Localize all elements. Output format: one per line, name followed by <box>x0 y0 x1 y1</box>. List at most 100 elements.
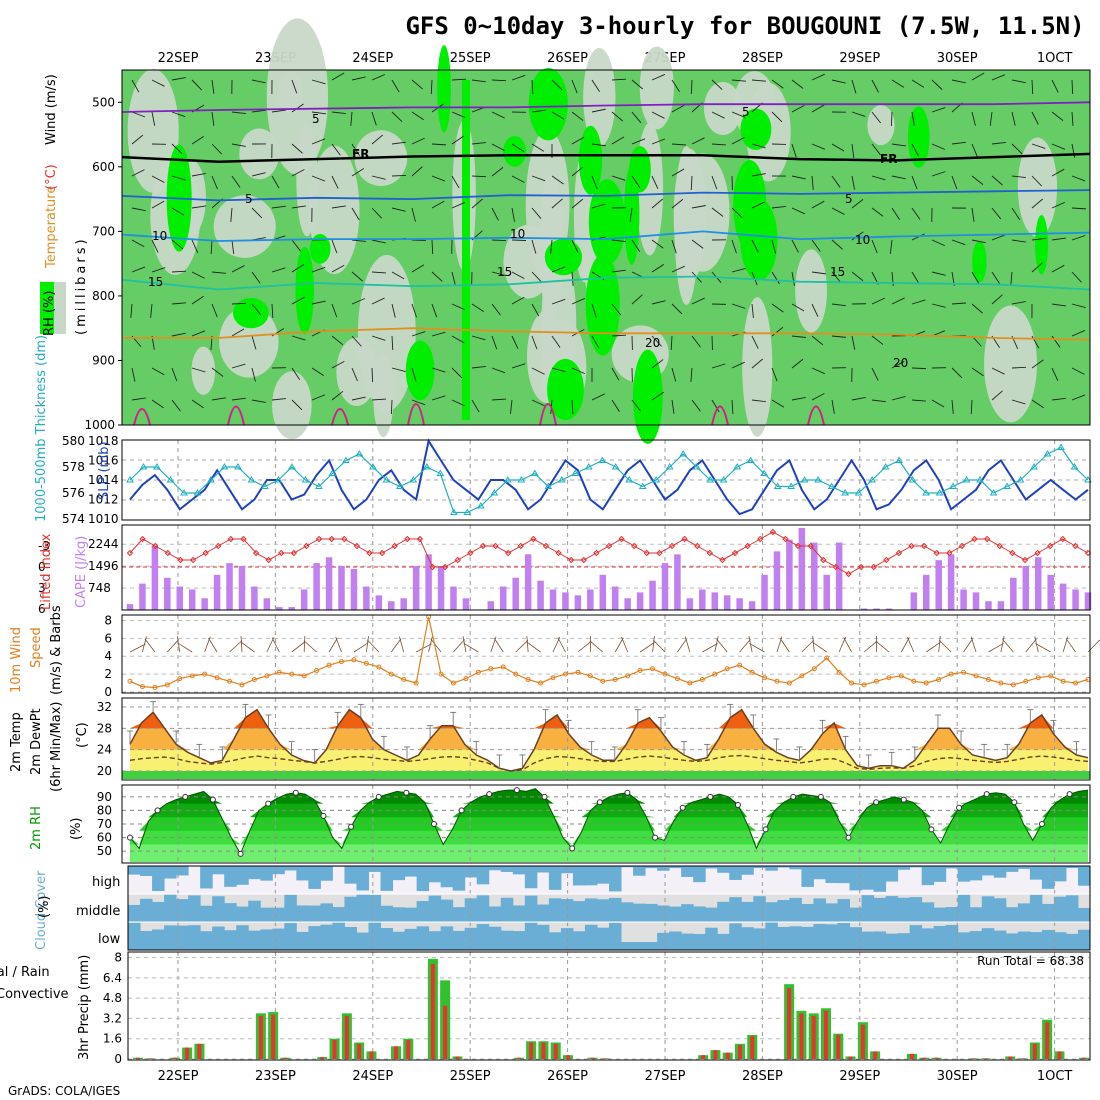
lifted-marker <box>832 563 840 571</box>
wind-barb <box>779 638 790 653</box>
wind-barb <box>351 239 366 242</box>
wind-barb <box>771 399 785 408</box>
date-label: 25SEP <box>450 51 491 66</box>
wind-barb <box>938 639 952 653</box>
lifted-marker <box>656 549 663 557</box>
wind-barb <box>229 640 243 653</box>
wind-barb <box>291 335 306 341</box>
cloud-cell-high <box>957 866 971 882</box>
precip-convective-bar <box>873 1051 878 1059</box>
thickness-marker <box>207 476 215 483</box>
wind-barb <box>875 640 890 653</box>
wind-barb <box>831 143 845 152</box>
precip-tick: 8 <box>114 951 122 965</box>
wind-barb <box>711 207 724 217</box>
wind-barb <box>171 367 178 382</box>
cloud-cell-middle <box>705 907 718 922</box>
thickness-marker <box>1003 482 1011 489</box>
wind-barb <box>671 303 683 315</box>
thickness-marker <box>503 476 512 483</box>
wind-barb <box>230 207 233 222</box>
dewpt-label: 2m DewPt <box>29 708 44 775</box>
wind-tick: 8 <box>104 613 112 627</box>
wind-barb <box>131 207 146 212</box>
thickness-marker <box>1016 476 1025 483</box>
wind-barb <box>1071 330 1086 337</box>
lifted-marker <box>996 542 1003 550</box>
rh-marker <box>292 789 299 796</box>
wind-barb <box>526 641 541 653</box>
lifted-marker <box>782 535 789 543</box>
cloud-cell-high <box>861 866 875 890</box>
rh-marker <box>845 834 852 841</box>
cloud-cell-low <box>645 942 658 950</box>
wind-barb <box>551 111 565 120</box>
wind-barb <box>1051 397 1066 401</box>
lifted-tick: 3 <box>38 581 46 595</box>
thickness-marker <box>1057 443 1065 450</box>
wind-barb <box>991 175 1003 186</box>
wind-marker <box>737 662 743 668</box>
wind-barb <box>131 239 145 248</box>
dry-patch <box>742 297 773 437</box>
cloud-cell-low <box>777 926 790 950</box>
wind-marker <box>326 662 332 668</box>
precip-convective-bar <box>258 1015 263 1059</box>
date-label: 1OCT <box>1037 51 1073 66</box>
wind-barb <box>571 198 584 209</box>
wind-barb <box>271 109 286 113</box>
wind-barb <box>991 74 1006 81</box>
top-date-axis: 22SEP23SEP24SEP25SEP26SEP27SEP28SEP29SEP… <box>158 51 1073 66</box>
cloud-cell-high <box>548 866 562 890</box>
wind-barb <box>551 79 563 91</box>
wind-barb <box>211 111 215 126</box>
wind-barb <box>311 300 326 305</box>
thickness-marker <box>935 489 944 496</box>
wind-marker <box>550 675 556 681</box>
rh-marker <box>375 793 382 800</box>
wind-barb <box>652 636 655 653</box>
cloud-cell-high <box>849 866 863 891</box>
wind-barb <box>911 271 920 285</box>
cloud-cell-high <box>1029 866 1043 880</box>
wind-barb <box>371 207 382 219</box>
cloud-cell-low <box>969 931 983 950</box>
rh-marker <box>486 791 493 798</box>
wind-barb <box>331 303 338 318</box>
wind-barb <box>351 143 361 156</box>
wind-barb <box>1071 367 1085 375</box>
thickness-marker <box>166 476 175 483</box>
wind-barb <box>951 367 963 379</box>
cloud-cell-low <box>524 922 538 950</box>
wind-barb <box>471 142 486 145</box>
wind-marker <box>961 669 967 675</box>
wind-barb <box>463 642 479 653</box>
cloud-cell-low <box>789 926 802 950</box>
wind-barb <box>151 367 165 376</box>
cape-bar <box>649 580 656 610</box>
isotherm-25-line <box>711 405 729 426</box>
wind-barb <box>176 636 181 653</box>
thickness-marker <box>234 463 242 470</box>
cape-bar <box>437 566 445 610</box>
cloud-cell-low <box>621 942 634 950</box>
lifted-marker <box>643 549 651 557</box>
cloud-cell-low <box>272 928 285 950</box>
wind-barb <box>231 302 247 305</box>
thickness-marker <box>746 456 755 463</box>
cloud-cell-high <box>524 866 538 889</box>
wind-barb <box>963 638 974 653</box>
cloud-cell-high <box>464 866 478 878</box>
wind-barb <box>551 298 566 305</box>
moist-patch <box>740 108 772 151</box>
millibars-label: (millibars) <box>74 236 89 335</box>
wind-barb <box>991 390 1003 401</box>
cloud-cell-high <box>981 866 995 876</box>
lifted-marker <box>567 556 575 564</box>
wind-barb <box>271 267 286 273</box>
wind-barb <box>731 303 746 309</box>
thickness-marker <box>476 502 485 509</box>
cloud-cell-low <box>933 926 947 950</box>
cape-bar <box>300 589 308 610</box>
